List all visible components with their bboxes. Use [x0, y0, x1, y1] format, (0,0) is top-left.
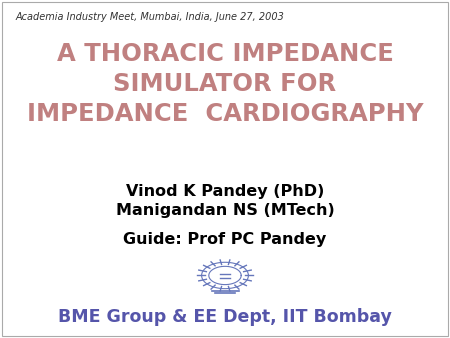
Text: BME Group & EE Dept, IIT Bombay: BME Group & EE Dept, IIT Bombay — [58, 308, 392, 325]
Text: Vinod K Pandey (PhD)
Manigandan NS (MTech): Vinod K Pandey (PhD) Manigandan NS (MTec… — [116, 184, 334, 218]
Text: Guide: Prof PC Pandey: Guide: Prof PC Pandey — [123, 232, 327, 246]
Text: Academia Industry Meet, Mumbai, India, June 27, 2003: Academia Industry Meet, Mumbai, India, J… — [16, 12, 284, 22]
Text: A THORACIC IMPEDANCE
SIMULATOR FOR
IMPEDANCE  CARDIOGRAPHY: A THORACIC IMPEDANCE SIMULATOR FOR IMPED… — [27, 42, 423, 126]
